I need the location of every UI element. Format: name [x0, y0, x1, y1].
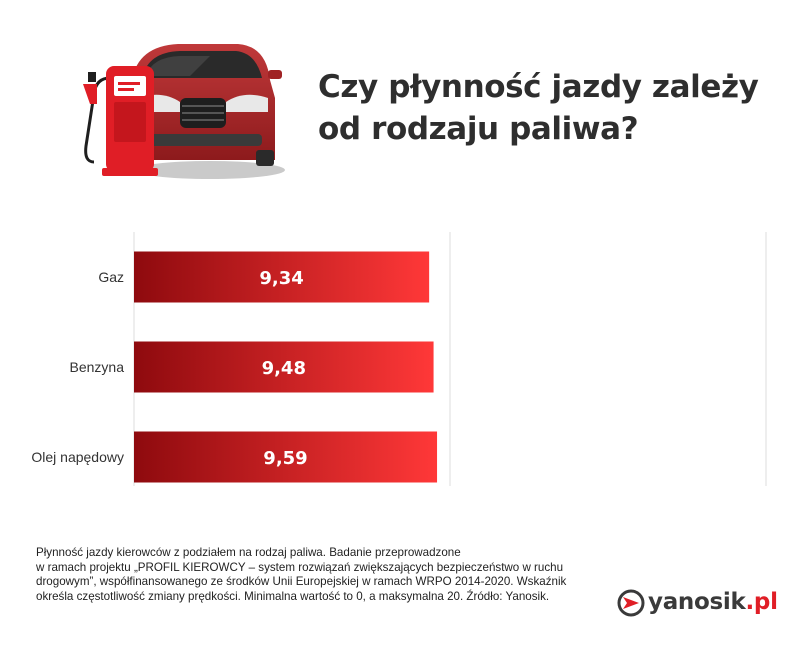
logo-name: yanosik: [648, 589, 746, 615]
bar: [134, 431, 438, 483]
title-line-2: od rodzaju paliwa?: [318, 111, 639, 147]
chart-footnote: Płynność jazdy kierowców z podziałem na …: [36, 546, 596, 604]
page-title: Czy płynność jazdy zależy od rodzaju pal…: [318, 66, 778, 150]
value-label: 9,48: [262, 358, 306, 379]
yanosik-logo-icon: [617, 589, 645, 617]
bar-chart: Gaz 9,34 Benzyna 9,48 Olej napędowy 9,59: [31, 232, 767, 486]
logo-tld: .pl: [745, 589, 778, 615]
footnote-line: Płynność jazdy kierowców z podziałem na …: [36, 546, 461, 559]
value-label: 9,34: [259, 268, 303, 289]
yanosik-logo: yanosik.pl: [617, 587, 787, 619]
category-label: Benzyna: [70, 359, 125, 375]
bar: [134, 251, 430, 303]
footnote-line: w ramach projektu „PROFIL KIEROWCY – sys…: [36, 560, 564, 574]
footnote-line: określa częstotliwość zmiany prędkości. …: [36, 589, 550, 603]
category-label: Gaz: [98, 269, 124, 285]
bar: [134, 341, 434, 393]
value-label: 9,59: [263, 448, 307, 469]
footnote-line: drogowym”, współfinansowanego ze środków…: [36, 575, 567, 589]
title-line-1: Czy płynność jazdy zależy: [318, 69, 759, 105]
fuel-pump-icon: [83, 66, 158, 176]
chart-bars: Gaz 9,34 Benzyna 9,48 Olej napędowy 9,59: [31, 251, 438, 483]
fuel-car-illustration: [83, 44, 285, 179]
ground-shadow: [135, 161, 285, 179]
category-label: Olej napędowy: [31, 449, 124, 465]
